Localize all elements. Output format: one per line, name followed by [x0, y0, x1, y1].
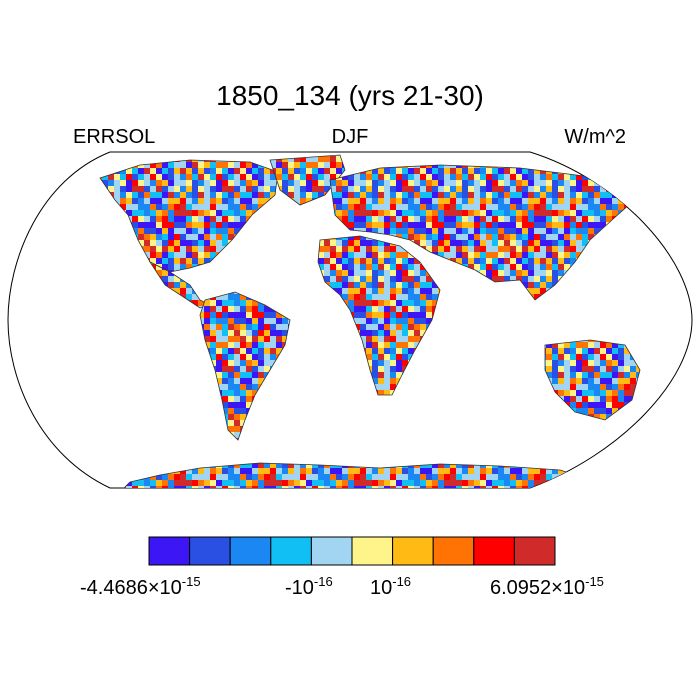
variable-label: ERRSOL [73, 126, 156, 148]
colorbar-swatch [513, 536, 556, 566]
north-america-landmass [99, 159, 279, 273]
land-masses [99, 154, 641, 488]
units-label: W/m^2 [564, 126, 626, 148]
greenland-landmass [269, 154, 346, 206]
colorbar-label-neg: -10-16 [285, 574, 333, 599]
colorbar-label-min: -4.4686×10-15 [80, 574, 201, 599]
australia-landmass [544, 339, 641, 421]
colorbar-swatch [189, 536, 231, 566]
africa-landmass [317, 235, 441, 396]
colorbar-swatch [310, 536, 353, 566]
colorbar-swatch [351, 536, 394, 566]
season-label: DJF [331, 126, 369, 148]
colorbar-label-pos: 10-16 [370, 574, 412, 599]
colorbar-swatch [473, 536, 515, 566]
colorbar-label-max: 6.0952×10-15 [490, 574, 604, 599]
colorbar-swatch [270, 536, 312, 566]
plot-title: 1850_134 (yrs 21-30) [216, 80, 484, 111]
colorbar-swatch [229, 536, 272, 566]
antarctica-landmass [119, 462, 591, 488]
europe-asia-landmass [329, 164, 641, 301]
colorbar [148, 536, 556, 566]
colorbar-swatch [392, 536, 434, 566]
south-america-landmass [199, 291, 291, 441]
colorbar-swatch [432, 536, 475, 566]
colorbar-swatch [148, 536, 191, 566]
